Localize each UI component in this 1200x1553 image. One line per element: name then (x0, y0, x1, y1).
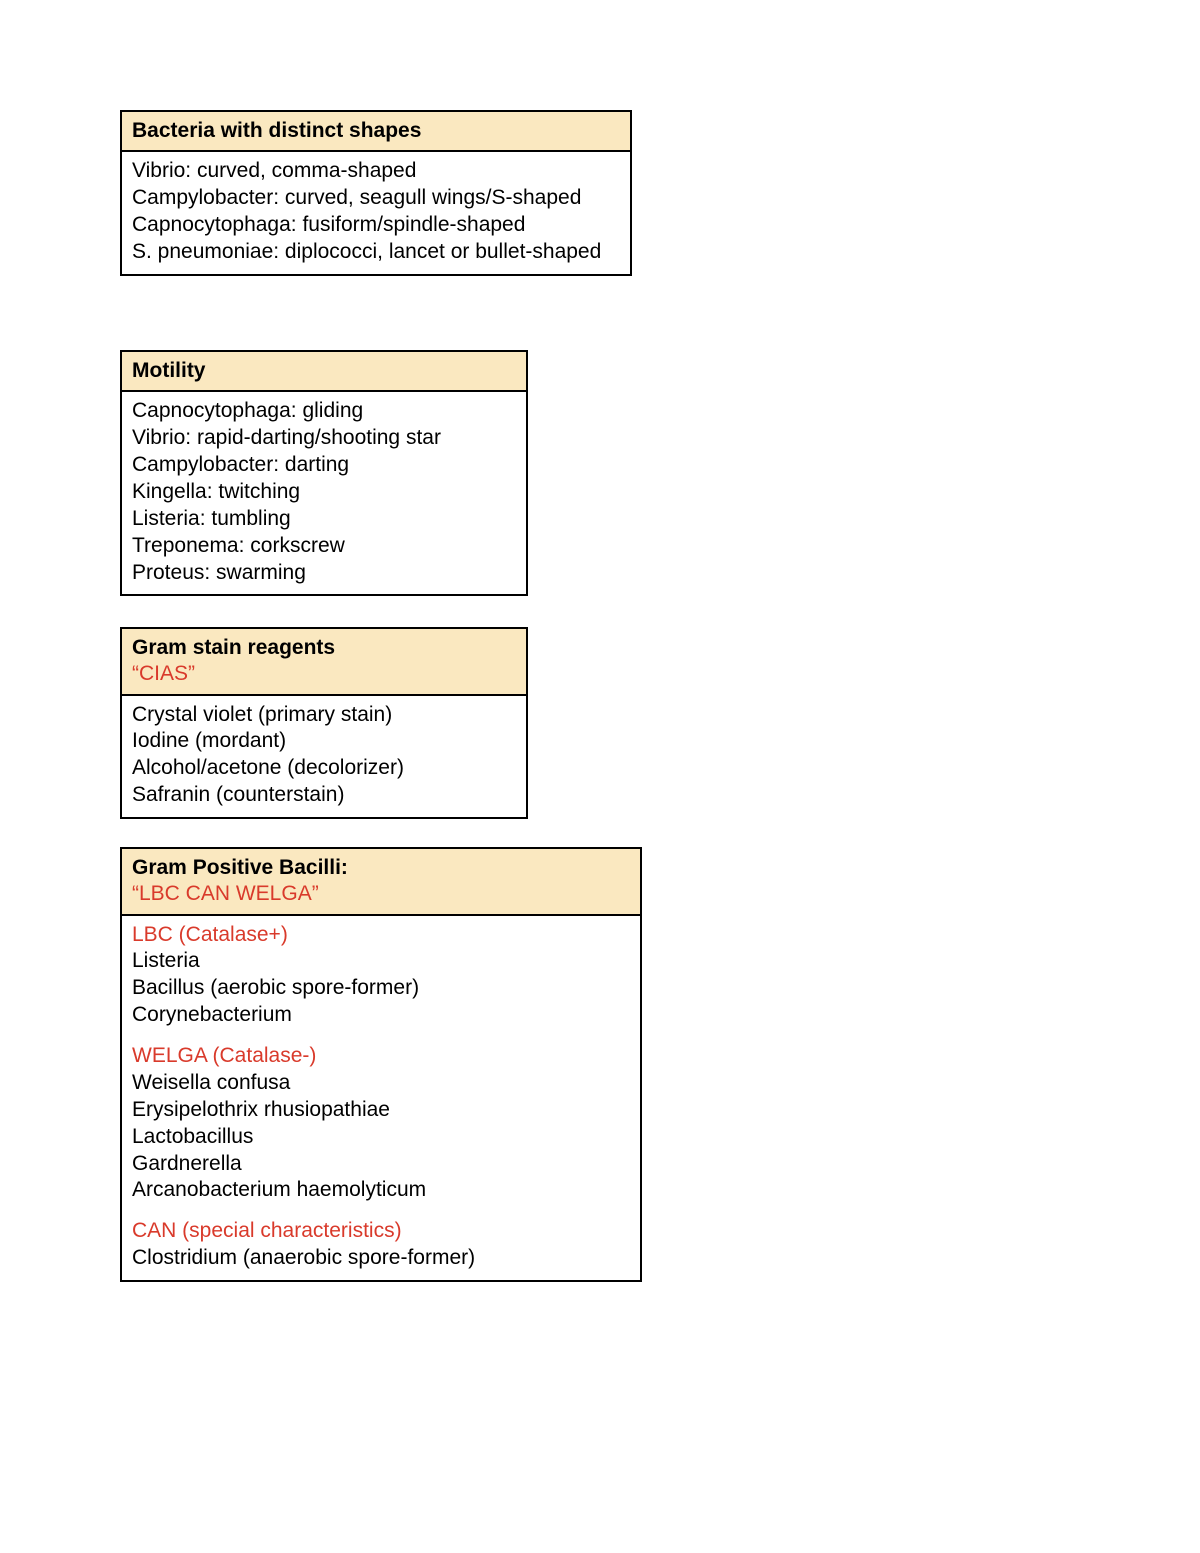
box-gpb-body: LBC (Catalase+) Listeria Bacillus (aerob… (122, 916, 640, 1281)
box-gramstain: Gram stain reagents “CIAS” Crystal viole… (120, 627, 528, 819)
text-line: Capnocytophaga: gliding (132, 398, 516, 425)
group-heading: LBC (Catalase+) (132, 922, 630, 949)
box-shapes: Bacteria with distinct shapes Vibrio: cu… (120, 110, 632, 276)
box-gpb: Gram Positive Bacilli: “LBC CAN WELGA” L… (120, 847, 642, 1282)
text-line: Bacillus (aerobic spore-former) (132, 975, 630, 1002)
box-gramstain-title: Gram stain reagents (132, 636, 335, 659)
text-line: Vibrio: curved, comma-shaped (132, 158, 620, 185)
spacer (132, 1204, 630, 1218)
text-line: Lactobacillus (132, 1124, 630, 1151)
text-line: Kingella: twitching (132, 479, 516, 506)
text-line: Crystal violet (primary stain) (132, 702, 516, 729)
box-gramstain-mnemonic: “CIAS” (132, 662, 195, 685)
text-line: Gardnerella (132, 1151, 630, 1178)
box-gpb-mnemonic: “LBC CAN WELGA” (132, 882, 319, 905)
box-shapes-title: Bacteria with distinct shapes (132, 119, 421, 142)
box-gpb-title: Gram Positive Bacilli: (132, 856, 348, 879)
box-gpb-header: Gram Positive Bacilli: “LBC CAN WELGA” (122, 849, 640, 916)
text-line: Corynebacterium (132, 1002, 630, 1029)
box-shapes-body: Vibrio: curved, comma-shaped Campylobact… (122, 152, 630, 274)
text-line: Clostridium (anaerobic spore-former) (132, 1245, 630, 1272)
box-gramstain-header: Gram stain reagents “CIAS” (122, 629, 526, 696)
box-motility: Motility Capnocytophaga: gliding Vibrio:… (120, 350, 528, 596)
text-line: Alcohol/acetone (decolorizer) (132, 755, 516, 782)
text-line: Arcanobacterium haemolyticum (132, 1177, 630, 1204)
text-line: Treponema: corkscrew (132, 533, 516, 560)
text-line: Capnocytophaga: fusiform/spindle-shaped (132, 212, 620, 239)
box-motility-body: Capnocytophaga: gliding Vibrio: rapid-da… (122, 392, 526, 594)
text-line: Proteus: swarming (132, 560, 516, 587)
text-line: Listeria: tumbling (132, 506, 516, 533)
text-line: Erysipelothrix rhusiopathiae (132, 1097, 630, 1124)
text-line: Campylobacter: curved, seagull wings/S-s… (132, 185, 620, 212)
box-motility-title: Motility (132, 359, 206, 382)
box-gramstain-body: Crystal violet (primary stain) Iodine (m… (122, 696, 526, 818)
text-line: Iodine (mordant) (132, 728, 516, 755)
text-line: Campylobacter: darting (132, 452, 516, 479)
text-line: S. pneumoniae: diplococci, lancet or bul… (132, 239, 620, 266)
box-shapes-header: Bacteria with distinct shapes (122, 112, 630, 152)
box-motility-header: Motility (122, 352, 526, 392)
text-line: Weisella confusa (132, 1070, 630, 1097)
group-heading: WELGA (Catalase-) (132, 1043, 630, 1070)
text-line: Listeria (132, 948, 630, 975)
text-line: Vibrio: rapid-darting/shooting star (132, 425, 516, 452)
group-heading: CAN (special characteristics) (132, 1218, 630, 1245)
text-line: Safranin (counterstain) (132, 782, 516, 809)
page: Bacteria with distinct shapes Vibrio: cu… (0, 0, 1200, 1553)
spacer (132, 1029, 630, 1043)
